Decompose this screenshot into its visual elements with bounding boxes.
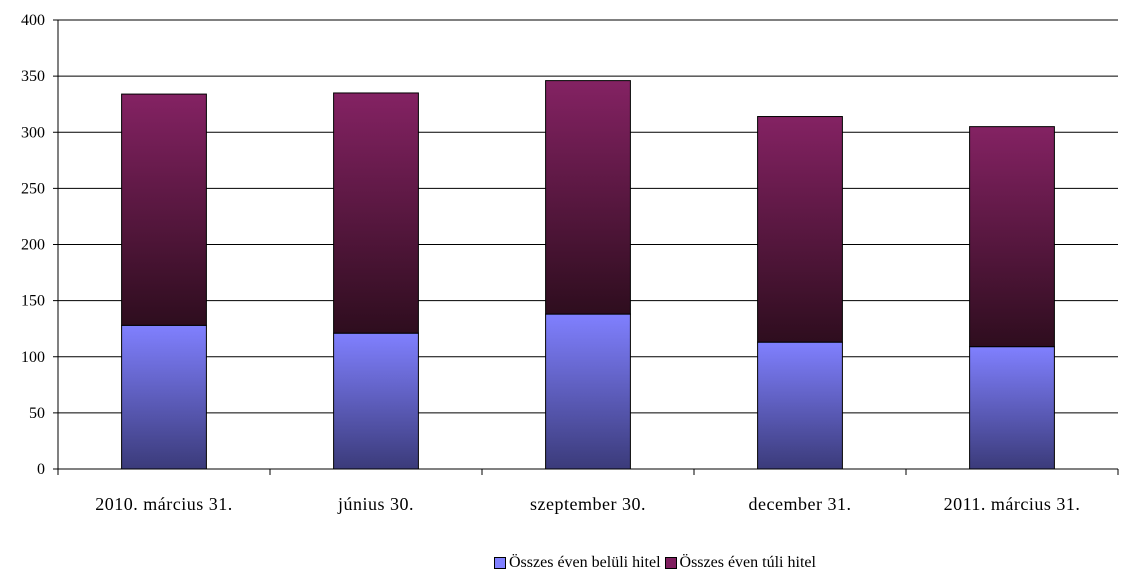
x-category-label: szeptember 30. [530,494,646,514]
bar-segment-within-year [757,341,843,470]
legend-item-within-year: Összes éven belüli hitel [494,554,661,572]
axis-labels: 0 50 100 150 200 250 300 350 400 2010. március 31… [21,12,1080,514]
bars [121,80,1055,470]
x-category-label: 2011. március 31. [944,494,1081,514]
y-tick-label: 150 [21,293,45,310]
y-tick-label: 50 [29,405,45,422]
x-category-label: június 30. [337,494,414,514]
y-tick-label: 250 [21,180,45,197]
axes [53,19,1119,475]
legend: Összes éven belüli hitel Összes éven túl… [494,554,820,572]
y-tick-label: 400 [21,12,45,29]
bar-segment-within-year [545,313,631,470]
bar-segment-within-year [969,346,1055,470]
bar-segment-within-year [333,332,419,470]
x-category-label: december 31. [749,494,852,514]
y-tick-label: 300 [21,124,45,141]
legend-label-beyond-year: Összes éven túli hitel [679,554,816,571]
bar-segment-within-year [121,324,207,470]
y-tick-label: 350 [21,68,45,85]
legend-swatch-within-year [494,557,506,569]
bar-segment-beyond-year [757,116,843,343]
legend-label-within-year: Összes éven belüli hitel [509,554,661,571]
y-tick-label: 200 [21,237,45,254]
bar-segment-beyond-year [333,92,419,334]
y-tick-label: 0 [37,461,45,478]
x-category-label: 2010. március 31. [95,494,232,514]
bar-segment-beyond-year [545,80,631,315]
y-tick-label: 100 [21,349,45,366]
legend-item-beyond-year: Összes éven túli hitel [664,554,816,572]
bar-segment-beyond-year [969,126,1055,348]
bar-segment-beyond-year [121,93,207,326]
legend-swatch-beyond-year [664,557,677,569]
